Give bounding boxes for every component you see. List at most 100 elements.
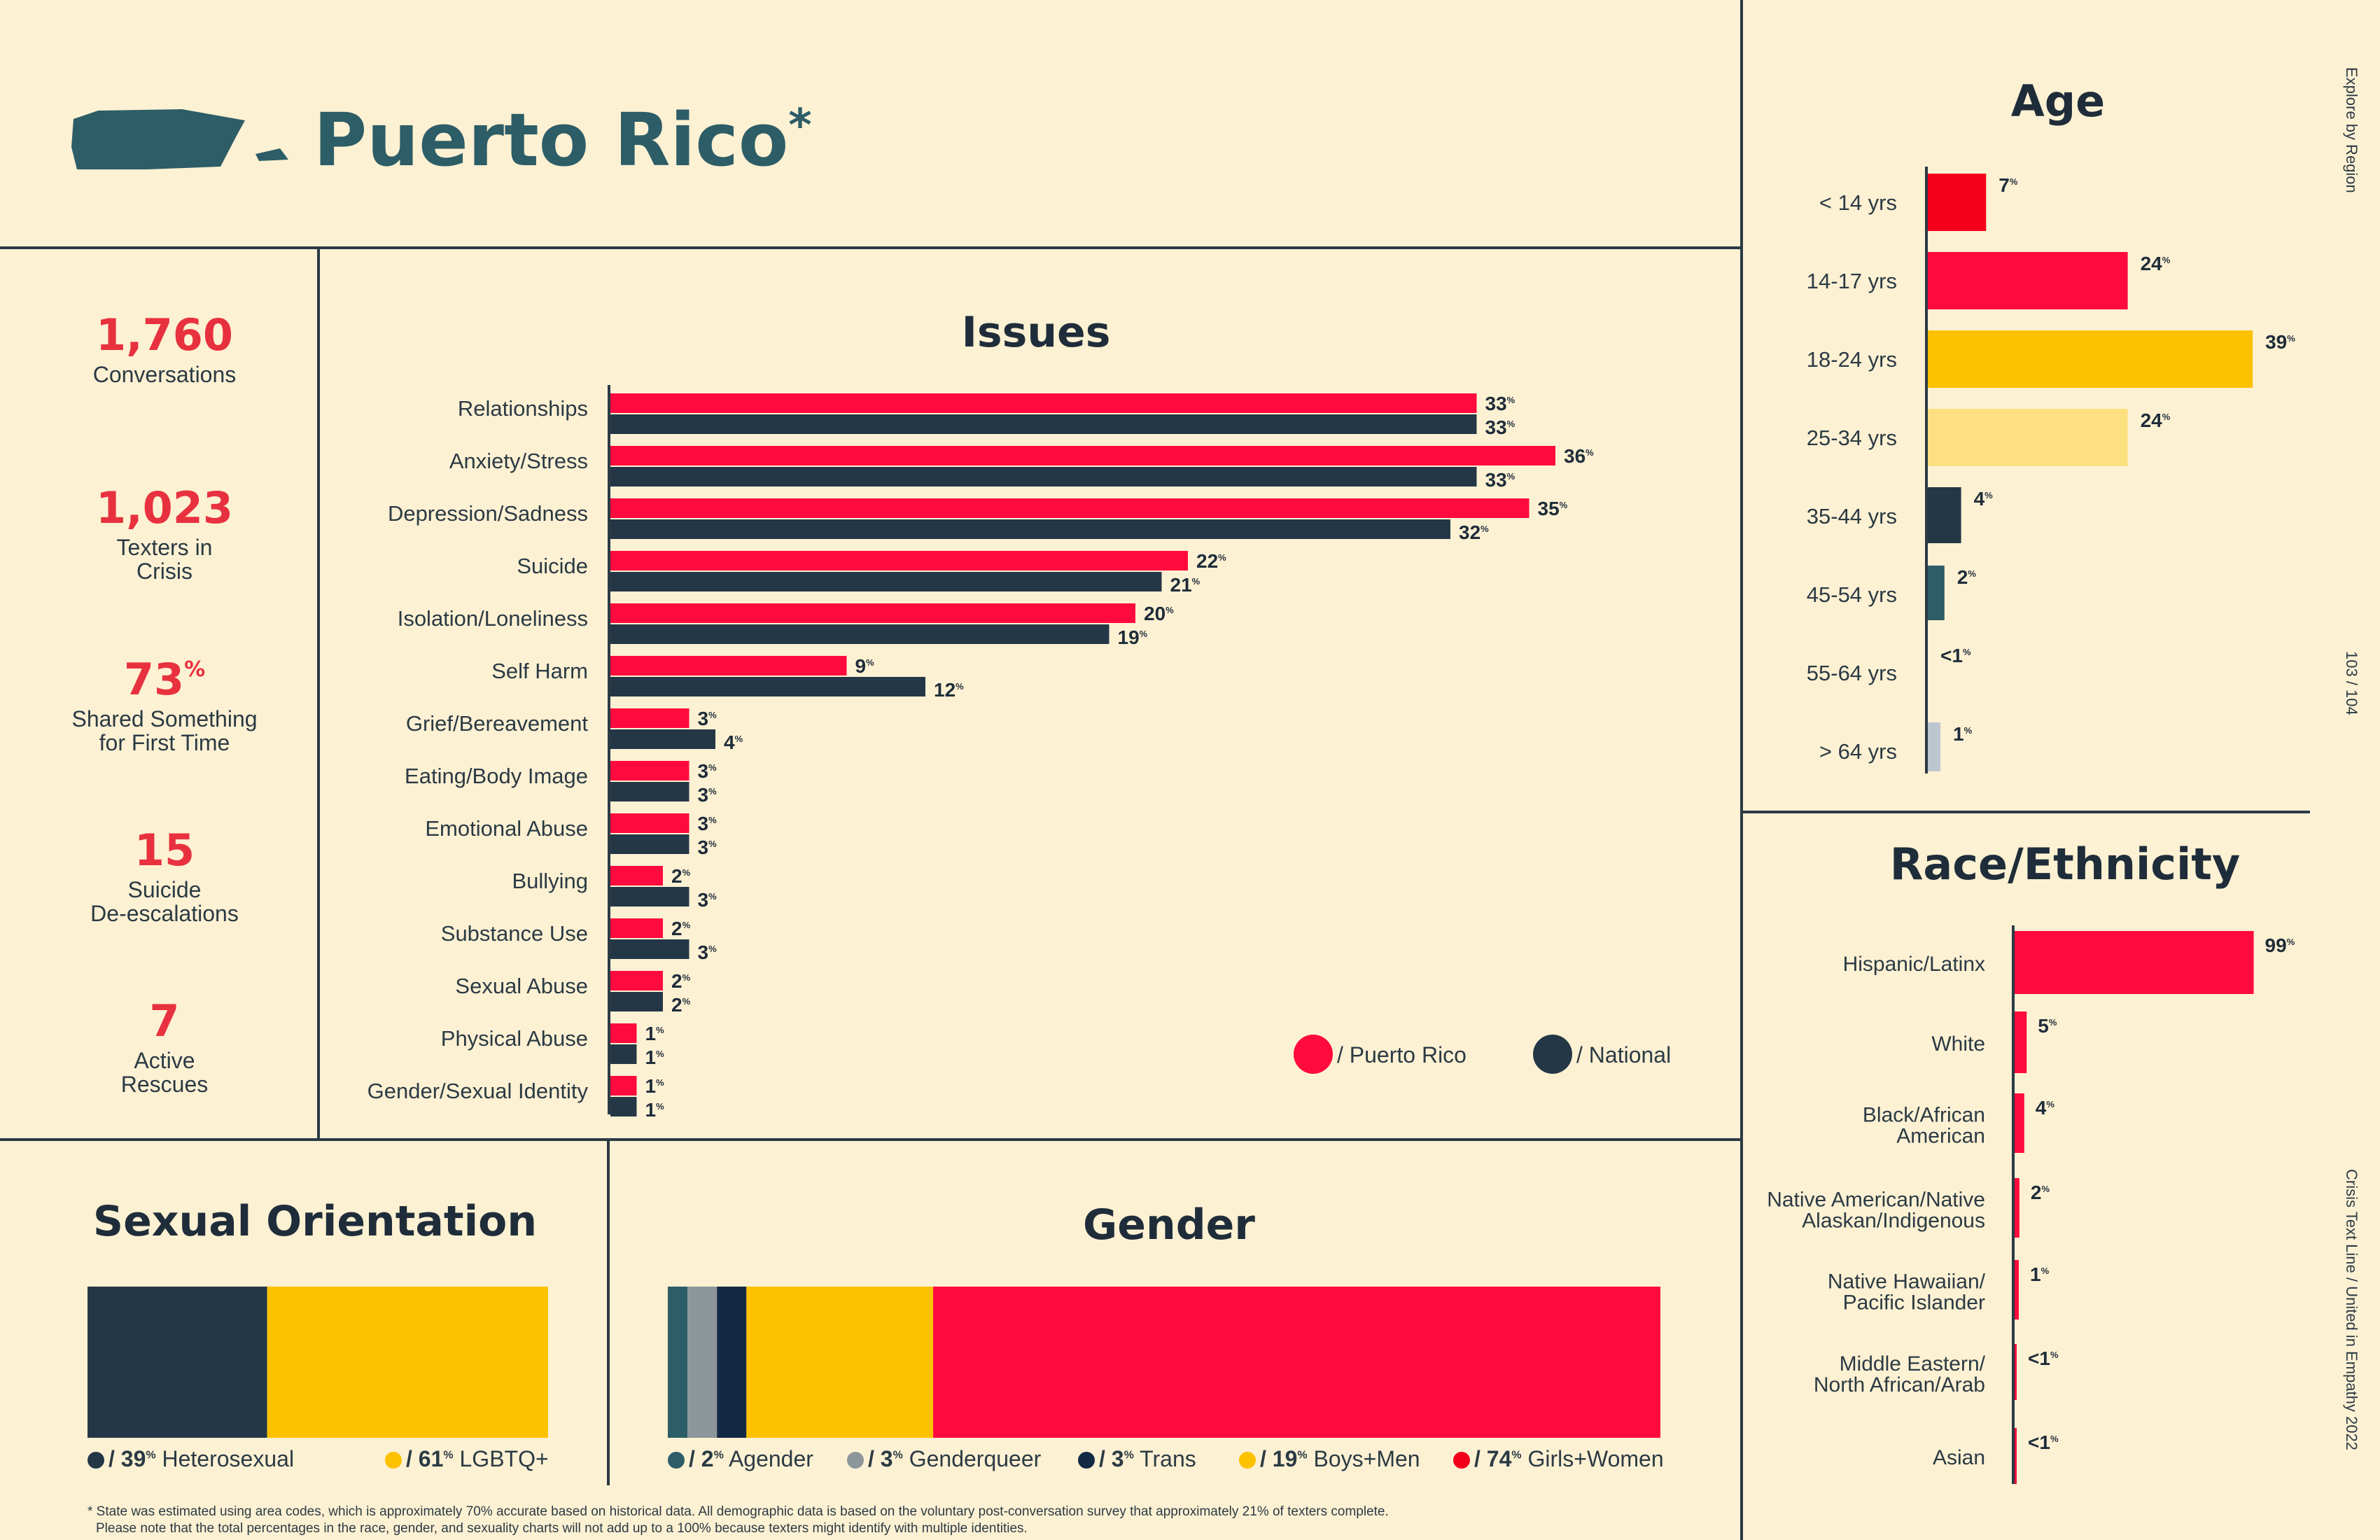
issue-bar-national — [610, 939, 690, 959]
issue-bar-national — [610, 519, 1450, 539]
issue-category-label: Substance Use — [441, 921, 588, 946]
age-bar — [1928, 722, 1940, 771]
issue-value-pr: 2% — [671, 970, 691, 992]
orientation-legend-heterosexual: / 39% Heterosexual — [88, 1446, 294, 1472]
race-category-label: Native Hawaiian/Pacific Islander — [1828, 1270, 1986, 1315]
age-value-label: 4% — [1974, 488, 1994, 510]
issue-category-label: Gender/Sexual Identity — [368, 1079, 589, 1103]
age-value-label: 39% — [2265, 331, 2295, 353]
issue-bar-pr — [610, 603, 1135, 623]
footnote-line-2: Please note that the total percentages i… — [96, 1521, 1028, 1536]
stat-label: Active Rescues — [120, 1048, 209, 1097]
issue-value-national: 3% — [698, 836, 718, 858]
issues-legend-national: / National — [1533, 1035, 1671, 1074]
pr-legend-dot — [1294, 1035, 1333, 1074]
race-bar — [2015, 1011, 2027, 1073]
issue-value-national: 12% — [934, 679, 964, 701]
age-bar — [1928, 566, 1945, 620]
age-chart: < 14 yrs 7% 14-17 yrs 24% 18-24 yrs 39% 25-34 … — [1807, 167, 2295, 774]
race-value-label: <1% — [2028, 1432, 2059, 1453]
issue-value-pr: 22% — [1196, 550, 1226, 572]
trans-dot — [1078, 1452, 1095, 1469]
issue-value-pr: 20% — [1144, 603, 1174, 624]
gender-legend-girls-women: / 74% Girls+Women — [1453, 1446, 1664, 1472]
issue-bar-pr — [610, 866, 663, 886]
age-category-label: 45-54 yrs — [1807, 582, 1897, 607]
explore-by-region-label: Explore by Region — [2343, 67, 2360, 193]
stat-active-rescues: 7 Active Rescues — [0, 1000, 329, 1097]
issue-bar-pr — [610, 1023, 637, 1043]
race-category-label: Middle Eastern/North African/Arab — [1814, 1352, 1986, 1396]
genderqueer-dot — [847, 1452, 864, 1469]
issue-bar-national — [610, 624, 1110, 644]
brand-footer: Crisis Text Line / United in Empathy 202… — [2343, 1169, 2360, 1450]
age-category-label: < 14 yrs — [1819, 190, 1897, 215]
stat-label: Texters in Crisis — [116, 535, 213, 584]
gender-segment — [933, 1287, 1660, 1438]
stat-suicide-deescalations: 15 Suicide De-escalations — [0, 829, 329, 926]
puerto-rico-map-icon — [71, 109, 288, 169]
race-value-label: 2% — [2031, 1182, 2050, 1203]
race-bar — [2015, 1260, 2019, 1320]
race-bar — [2015, 1178, 2019, 1238]
age-category-label: > 64 yrs — [1819, 739, 1897, 764]
issue-value-pr: 3% — [698, 708, 718, 729]
issue-category-label: Depression/Sadness — [388, 501, 588, 526]
issue-bar-national — [610, 677, 925, 696]
gender-legend-agender: / 2% Agender — [668, 1446, 813, 1472]
orientation-title: Sexual Orientation — [92, 1197, 538, 1246]
race-bar — [2015, 1344, 2017, 1400]
race-category-label: Native American/Native Alaskan/Indigenous — [1767, 1189, 1985, 1233]
stat-value: 1,760 — [95, 309, 234, 360]
stat-value: 7 — [149, 995, 180, 1046]
issue-value-national: 2% — [671, 994, 691, 1016]
race-category-label: Asian — [1933, 1446, 1985, 1469]
age-category-label: 25-34 yrs — [1807, 426, 1897, 450]
gender-legend-trans: / 3% Trans — [1078, 1446, 1196, 1472]
divider-header — [0, 246, 1742, 249]
orientation-segment — [88, 1287, 267, 1438]
agender-dot — [668, 1452, 685, 1469]
stat-value: 15 — [134, 825, 195, 876]
race-value-label: 4% — [2036, 1097, 2055, 1119]
lgbtq-dot — [385, 1452, 402, 1469]
gender-legend-genderqueer: / 3% Genderqueer — [847, 1446, 1041, 1472]
issue-category-label: Physical Abuse — [441, 1026, 588, 1051]
age-value-label: 7% — [1998, 174, 2018, 196]
age-value-label: 24% — [2141, 410, 2171, 431]
issue-bar-national — [610, 887, 690, 906]
age-bar — [1928, 174, 1987, 231]
issue-value-pr: 3% — [698, 813, 718, 834]
divider-right-panels — [1742, 811, 2310, 813]
issue-category-label: Emotional Abuse — [425, 816, 588, 841]
issue-bar-pr — [610, 1076, 637, 1096]
issue-bar-national — [610, 572, 1162, 592]
heterosexual-dot — [88, 1452, 104, 1469]
title-asterisk: * — [788, 100, 812, 152]
girls-women-dot — [1453, 1452, 1470, 1469]
issue-bar-pr — [610, 446, 1555, 465]
age-category-label: 14-17 yrs — [1807, 269, 1897, 293]
race-value-label: 5% — [2038, 1015, 2057, 1037]
issue-category-label: Anxiety/Stress — [449, 449, 588, 473]
issue-value-pr: 1% — [645, 1023, 665, 1044]
issue-value-national: 1% — [645, 1046, 665, 1068]
race-bar — [2015, 1428, 2017, 1484]
issue-value-national: 3% — [698, 889, 718, 911]
boys-men-dot — [1239, 1452, 1256, 1469]
issue-category-label: Isolation/Loneliness — [398, 606, 588, 631]
issue-category-label: Bullying — [512, 869, 588, 893]
stat-shared-first-time: 73% Shared Something for First Time — [0, 658, 329, 755]
stat-value: 1,023 — [95, 482, 234, 533]
gender-chart — [668, 1287, 1660, 1438]
stat-label: Shared Something for First Time — [71, 706, 258, 755]
age-value-label: 24% — [2141, 253, 2171, 274]
issue-category-label: Grief/Bereavement — [406, 711, 589, 736]
issue-bar-pr — [610, 708, 690, 728]
race-bar — [2015, 931, 2254, 994]
issue-bar-national — [610, 1044, 637, 1064]
issue-value-national: 21% — [1170, 574, 1200, 596]
race-category-label: Black/African American — [1863, 1104, 1985, 1148]
race-value-label: 1% — [2030, 1264, 2050, 1285]
stat-value: 73 — [123, 654, 185, 705]
